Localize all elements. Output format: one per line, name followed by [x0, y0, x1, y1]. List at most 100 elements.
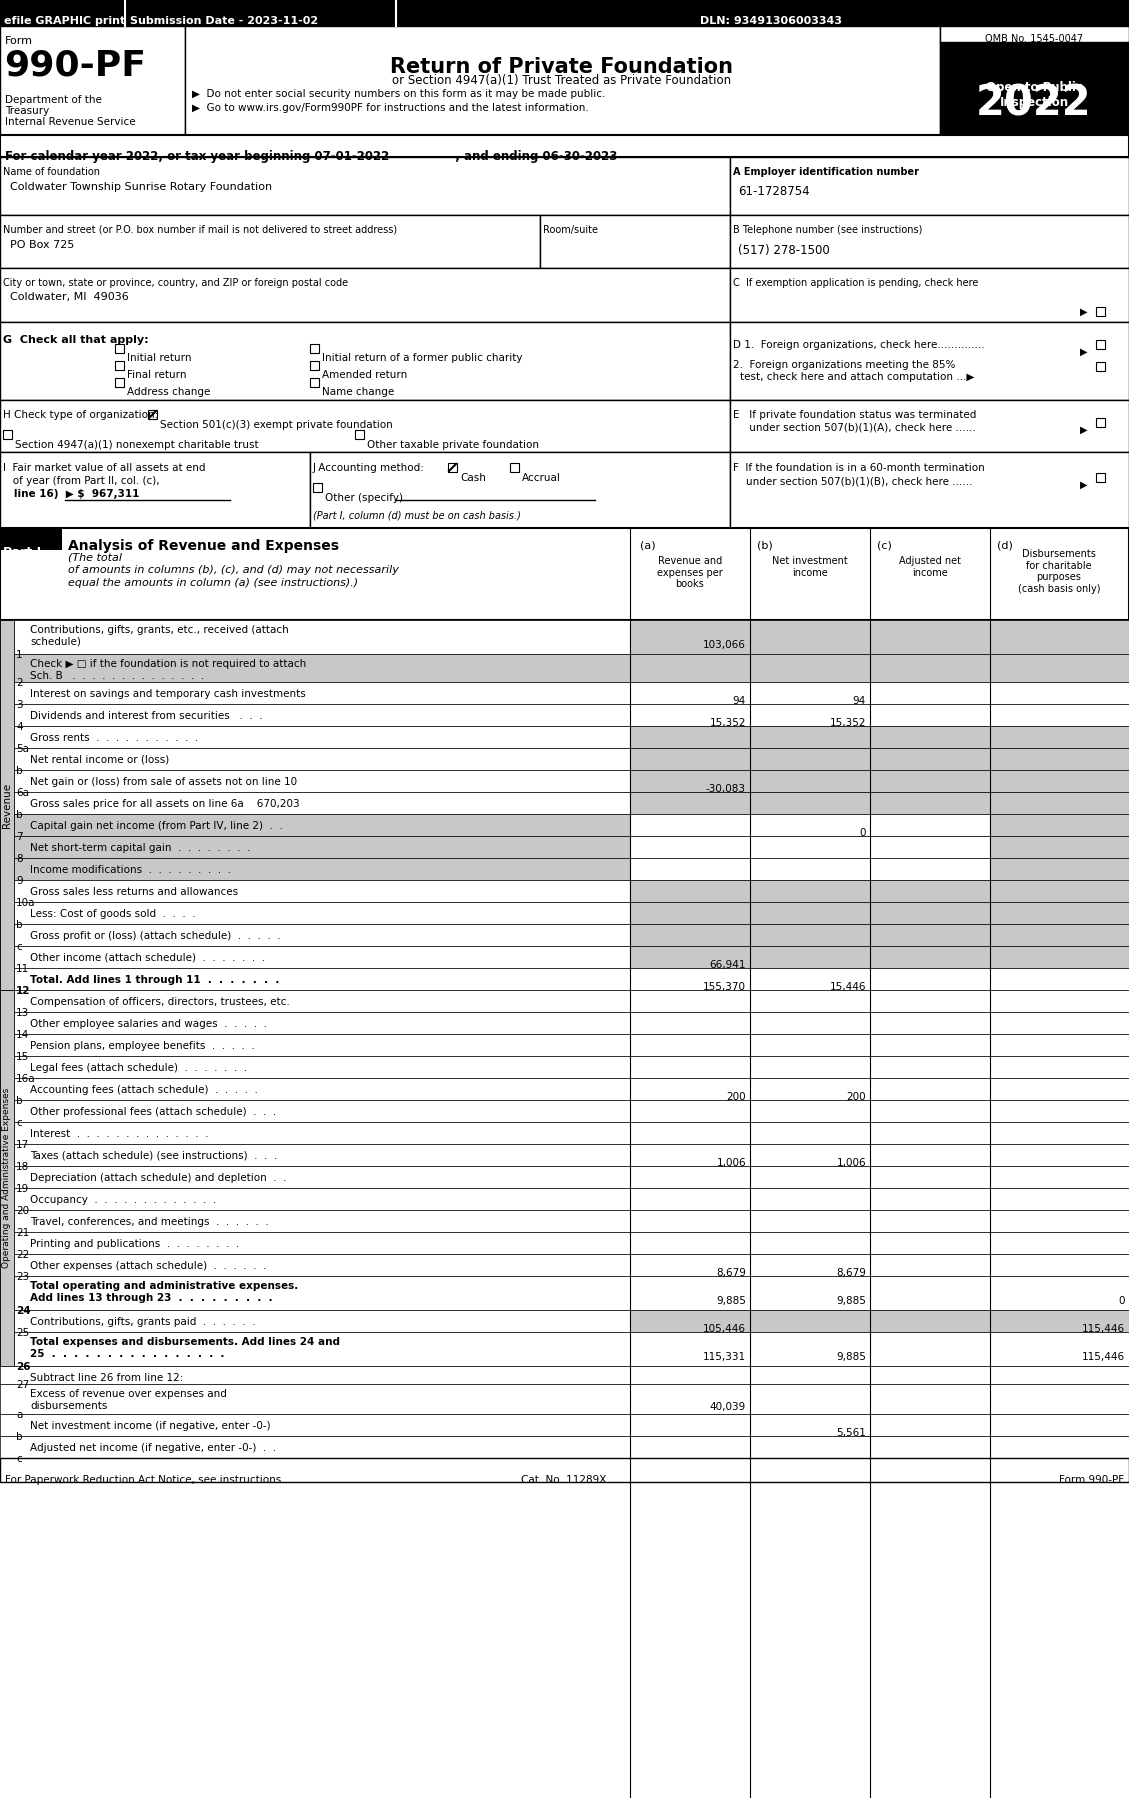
Bar	[750, 946, 870, 967]
Text: F  If the foundation is in a 60-month termination: F If the foundation is in a 60-month ter…	[733, 464, 984, 473]
Bar	[630, 924, 750, 946]
Bar	[630, 748, 750, 770]
Text: 15,446: 15,446	[830, 982, 866, 992]
Text: 1,006: 1,006	[717, 1158, 746, 1169]
Bar	[750, 770, 870, 791]
Text: Dividends and interest from securities   .  .  .: Dividends and interest from securities .…	[30, 710, 263, 721]
Text: -30,083: -30,083	[706, 784, 746, 795]
Bar	[870, 858, 990, 879]
Text: 200: 200	[726, 1091, 746, 1102]
Bar	[990, 791, 1129, 814]
Text: Accounting fees (attach schedule)  .  .  .  .  .: Accounting fees (attach schedule) . . . …	[30, 1084, 257, 1095]
Bar	[0, 681, 630, 705]
Text: under section 507(b)(1)(B), check here ......: under section 507(b)(1)(B), check here .…	[733, 476, 972, 485]
Text: a: a	[16, 1410, 23, 1420]
Text: Cat. No. 11289X: Cat. No. 11289X	[522, 1474, 606, 1485]
Bar	[0, 946, 630, 967]
Bar	[750, 726, 870, 748]
Bar	[0, 791, 630, 814]
Bar	[630, 1210, 750, 1232]
Text: Coldwater, MI  49036: Coldwater, MI 49036	[10, 291, 129, 302]
Bar	[730, 216, 1129, 268]
Bar	[0, 879, 630, 903]
Text: 1,006: 1,006	[837, 1158, 866, 1169]
Bar	[990, 1253, 1129, 1277]
Bar	[630, 1384, 750, 1413]
Text: 15,352: 15,352	[709, 717, 746, 728]
Bar	[990, 1366, 1129, 1384]
Bar	[870, 1100, 990, 1122]
Bar	[750, 1366, 870, 1384]
Text: of year (from Part II, col. (c),: of year (from Part II, col. (c),	[3, 476, 159, 485]
Bar	[750, 1413, 870, 1437]
Bar	[750, 1277, 870, 1311]
Text: Form: Form	[5, 36, 33, 47]
Text: ▶: ▶	[1080, 307, 1087, 316]
Text: 40,039: 40,039	[710, 1402, 746, 1411]
Bar	[630, 946, 750, 967]
Bar	[990, 705, 1129, 726]
Bar	[750, 1144, 870, 1165]
Text: Final return: Final return	[126, 370, 186, 379]
Bar	[990, 1034, 1129, 1055]
Text: Gross profit or (loss) (attach schedule)  .  .  .  .  .: Gross profit or (loss) (attach schedule)…	[30, 931, 281, 940]
Text: 3: 3	[16, 699, 23, 710]
Bar	[750, 967, 870, 991]
Text: Capital gain net income (from Part IV, line 2)  .  .: Capital gain net income (from Part IV, l…	[30, 822, 282, 831]
Bar	[0, 1055, 630, 1079]
Text: Add lines 13 through 23  .  .  .  .  .  .  .  .  .: Add lines 13 through 23 . . . . . . . . …	[30, 1293, 272, 1304]
Text: 25: 25	[16, 1329, 29, 1338]
Text: 0: 0	[1119, 1296, 1124, 1305]
Bar	[355, 430, 364, 439]
Bar	[750, 858, 870, 879]
Text: C  If exemption application is pending, check here: C If exemption application is pending, c…	[733, 279, 979, 288]
Bar	[1096, 417, 1105, 426]
Bar	[630, 654, 750, 681]
Bar	[630, 1332, 750, 1366]
Bar	[0, 25, 185, 135]
Bar	[750, 748, 870, 770]
Bar	[310, 343, 320, 352]
Text: Revenue: Revenue	[2, 782, 12, 827]
Bar	[750, 1165, 870, 1188]
Text: Open to Public
Inspection: Open to Public Inspection	[986, 81, 1083, 110]
Bar	[630, 858, 750, 879]
Text: Gross rents  .  .  .  .  .  .  .  .  .  .  .: Gross rents . . . . . . . . . . .	[30, 734, 199, 743]
Text: (d): (d)	[997, 541, 1013, 550]
Bar	[870, 1034, 990, 1055]
Bar	[870, 1188, 990, 1210]
Text: 0: 0	[859, 829, 866, 838]
Bar	[870, 991, 990, 1012]
Text: Room/suite: Room/suite	[543, 225, 598, 236]
Text: Interest  .  .  .  .  .  .  .  .  .  .  .  .  .  .: Interest . . . . . . . . . . . . . .	[30, 1129, 209, 1138]
Text: Accrual: Accrual	[522, 473, 561, 484]
Bar	[0, 1458, 1129, 1482]
Bar	[990, 1012, 1129, 1034]
Text: Net investment
income: Net investment income	[772, 556, 848, 577]
Text: Gross sales price for all assets on line 6a    670,203: Gross sales price for all assets on line…	[30, 798, 299, 809]
Text: Net gain or (loss) from sale of assets not on line 10: Net gain or (loss) from sale of assets n…	[30, 777, 297, 788]
Bar	[313, 484, 322, 493]
Text: 18: 18	[16, 1162, 29, 1172]
Text: Less: Cost of goods sold  .  .  .  .: Less: Cost of goods sold . . . .	[30, 910, 195, 919]
Text: Sch. B   .  .  .  .  .  .  .  .  .  .  .  .  .  .: Sch. B . . . . . . . . . . . . . .	[30, 671, 204, 681]
Text: test, check here and attach computation ...▶: test, check here and attach computation …	[739, 372, 974, 381]
Text: 105,446: 105,446	[703, 1323, 746, 1334]
Text: c: c	[16, 1455, 21, 1464]
Bar	[630, 1437, 750, 1458]
Text: Net short-term capital gain  .  .  .  .  .  .  .  .: Net short-term capital gain . . . . . . …	[30, 843, 251, 852]
Text: ▶: ▶	[1080, 347, 1087, 358]
Text: I  Fair market value of all assets at end: I Fair market value of all assets at end	[3, 464, 205, 473]
Bar	[630, 770, 750, 791]
Text: B Telephone number (see instructions): B Telephone number (see instructions)	[733, 225, 922, 236]
Text: 5,561: 5,561	[837, 1428, 866, 1438]
Text: ▶  Do not enter social security numbers on this form as it may be made public.: ▶ Do not enter social security numbers o…	[192, 88, 605, 99]
Text: 9,885: 9,885	[716, 1296, 746, 1305]
Bar	[630, 1144, 750, 1165]
Text: b: b	[16, 921, 23, 930]
Bar	[0, 399, 730, 451]
Text: Amended return: Amended return	[322, 370, 408, 379]
Bar	[630, 1012, 750, 1034]
Text: Contributions, gifts, grants paid  .  .  .  .  .  .: Contributions, gifts, grants paid . . . …	[30, 1316, 255, 1327]
Bar	[0, 1277, 630, 1311]
